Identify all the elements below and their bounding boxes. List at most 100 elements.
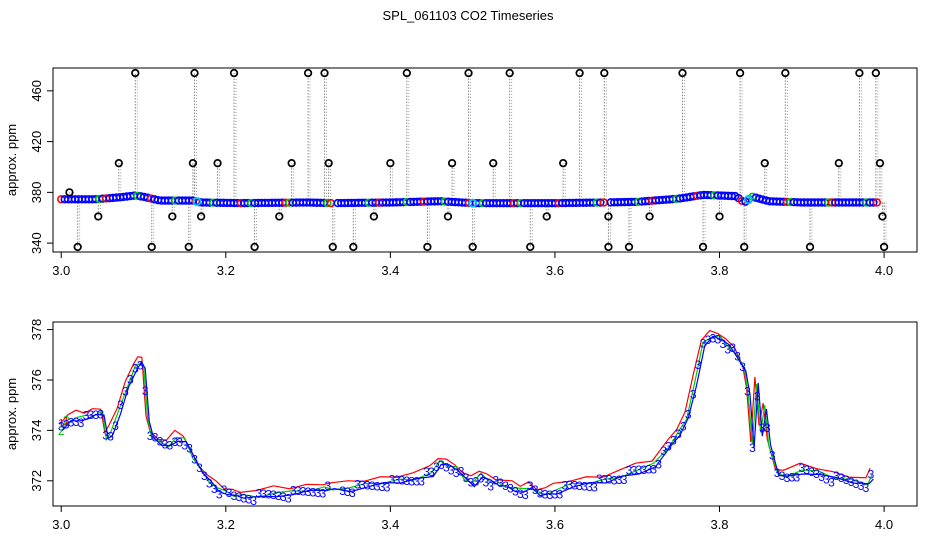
series-mark-3: 3	[162, 437, 169, 451]
series-mark-3: 3	[784, 471, 791, 485]
spike-point	[760, 159, 769, 168]
spike-point	[740, 242, 749, 252]
series-mark-3: 3	[181, 439, 188, 453]
series-mark-3: 3	[640, 463, 647, 477]
spike-point	[423, 242, 432, 252]
spike-point	[250, 242, 259, 252]
series-mark-3: 3	[408, 474, 415, 488]
panel1-xtick-label: 3.6	[546, 263, 564, 278]
spike-point	[781, 68, 790, 78]
series-mark-3: 3	[324, 479, 331, 493]
series-mark-3: 3	[290, 484, 297, 498]
series-mark-3: 3	[468, 475, 475, 489]
spike-point	[698, 242, 708, 252]
series-mark-3: 3	[522, 488, 529, 502]
series-mark-3: 3	[58, 420, 65, 434]
spike-point	[275, 212, 284, 221]
series-mark-3: 3	[418, 474, 425, 488]
series-mark-3: 3	[458, 465, 465, 479]
series-mark-3: 3	[818, 470, 825, 484]
series-mark-3: 3	[142, 384, 149, 398]
series-mark-3: 3	[463, 471, 470, 485]
series-mark-3: 3	[645, 463, 652, 477]
panel1-ytick-label: 380	[29, 182, 44, 204]
series-mark-3: 3	[557, 487, 564, 501]
series-mark-3: 3	[779, 469, 786, 483]
spike-point	[147, 242, 156, 252]
series-mark-3: 3	[734, 350, 741, 364]
series-mark-3: 3	[606, 472, 613, 486]
panel1-xtick-label: 3.8	[710, 263, 728, 278]
spike-point	[805, 242, 815, 252]
series-mark-3: 3	[344, 485, 351, 499]
series-mark-3: 3	[369, 479, 376, 493]
series-mark-3: 3	[78, 416, 85, 430]
series-mark-3: 3	[270, 488, 277, 502]
series-mark-3: 3	[285, 491, 292, 505]
series-mark-3: 3	[813, 467, 820, 481]
panel2-xtick-label: 3.6	[546, 517, 564, 532]
spike-point	[73, 242, 82, 252]
series-mark-3: 3	[542, 488, 549, 502]
spike-point	[489, 159, 498, 168]
series-mark-3: 3	[774, 466, 781, 480]
spike-point	[715, 212, 724, 221]
series-mark-2: 2	[63, 413, 70, 427]
panel1-baseline	[57, 190, 882, 208]
panel1-spikes	[68, 73, 887, 247]
series-mark-3: 3	[211, 482, 218, 496]
series-mark-3: 3	[191, 452, 198, 466]
series-mark-3: 3	[305, 485, 312, 499]
series-mark-3: 3	[196, 461, 203, 475]
spike-point	[464, 68, 473, 78]
spike-point	[386, 159, 395, 168]
spike-point	[678, 68, 687, 78]
series-mark-3: 3	[152, 430, 159, 444]
series-mark-3: 3	[236, 490, 243, 504]
spike-point	[604, 242, 613, 252]
spike-point	[324, 159, 333, 168]
series-mark-3: 3	[655, 458, 662, 472]
series-mark-3: 3	[517, 487, 524, 501]
series-mark-3: 3	[754, 389, 761, 403]
series-mark-3: 3	[863, 481, 870, 495]
series-line-1	[59, 329, 871, 494]
series-mark-3: 3	[576, 479, 583, 493]
series-mark-3: 3	[354, 478, 361, 492]
series-mark-3: 3	[665, 439, 672, 453]
spike-point	[542, 212, 551, 221]
series-mark-3: 3	[566, 478, 573, 492]
series-mark-3: 3	[349, 486, 356, 500]
series-mark-3: 3	[255, 486, 262, 500]
series-mark-3: 3	[719, 337, 726, 351]
spike-point	[320, 68, 329, 78]
spike-point	[168, 212, 177, 221]
panel2-ytick-label: 374	[29, 420, 44, 442]
series-mark-3: 3	[685, 408, 692, 422]
spike-point	[447, 159, 457, 168]
series-mark-3: 3	[379, 480, 386, 494]
series-mark-3: 3	[823, 473, 830, 487]
series-mark-3: 3	[611, 473, 618, 487]
series-mark-3: 3	[241, 491, 248, 505]
spike-point	[855, 68, 864, 78]
series-mark-3: 3	[547, 488, 554, 502]
series-mark-3: 3	[132, 362, 139, 376]
series-mark-3: 3	[201, 469, 208, 483]
series-mark-3: 3	[206, 476, 213, 490]
panel1-xtick-label: 4.0	[875, 263, 893, 278]
spike-point	[328, 242, 337, 252]
spike-point	[505, 68, 514, 78]
series-mark-3: 3	[83, 408, 90, 422]
series-mark-3: 3	[537, 486, 544, 500]
series-mark-3: 3	[749, 441, 756, 455]
series-mark-3: 3	[433, 460, 440, 474]
spike-point	[213, 159, 222, 168]
series-mark-3: 3	[502, 479, 509, 493]
series-mark-3: 3	[724, 343, 731, 357]
spike-point	[94, 212, 103, 221]
panel2-ytick-label: 378	[29, 319, 44, 341]
series-mark-3: 3	[838, 471, 845, 485]
series-mark-3: 3	[868, 468, 875, 482]
